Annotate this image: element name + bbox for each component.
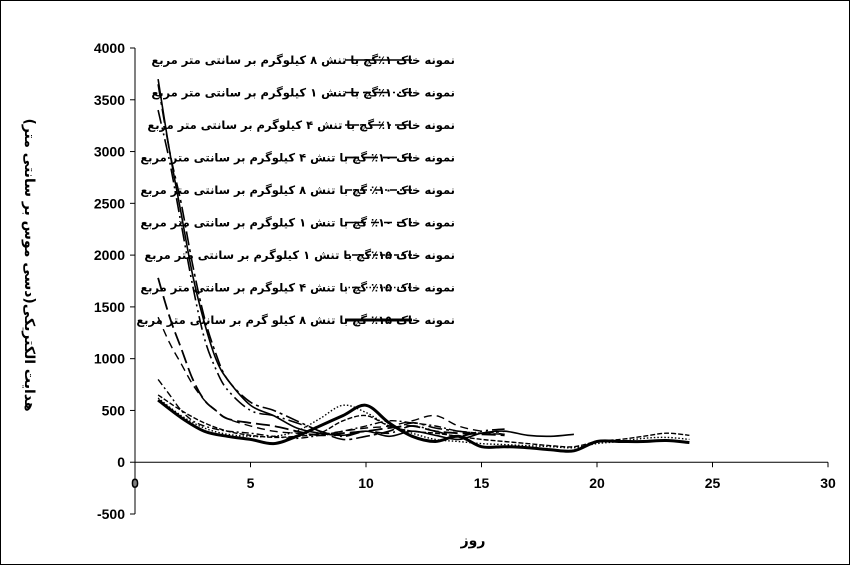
y-axis-title: هدایت الکتریکی(دسی موس بر سانتی متر) xyxy=(21,118,37,411)
series-line-3 xyxy=(157,84,505,441)
axes xyxy=(130,47,829,515)
x-tick-label: 30 xyxy=(820,475,836,491)
y-tick-label: 3000 xyxy=(94,144,125,160)
series-line-9 xyxy=(157,398,690,453)
x-tick-label: 10 xyxy=(358,475,374,491)
y-tick-label: 2000 xyxy=(94,247,125,263)
legend-label-5: نمونه خاک ۱۰٪ گچ با تنش ۸ کیلوگرم بر سان… xyxy=(140,183,455,198)
y-tick-label: 2500 xyxy=(94,195,125,211)
series-line-8 xyxy=(157,397,690,449)
legend-label-4: نمونه خاک ۱۰٪ گچ با تنش ۴ کیلوگرم بر سان… xyxy=(140,151,455,166)
x-tick-label: 25 xyxy=(705,475,721,491)
legend-label-8: نمونه خاک ۱۵٪ گچ با تنش ۴ کیلوگرم بر سان… xyxy=(140,281,455,296)
legend-label-7: نمونه خاک ۱۵٪گچ با تنش ۱ کیلوگرم بر سانت… xyxy=(144,248,455,263)
x-axis-title: روز xyxy=(460,533,486,549)
legend-label-2: نمونه خاک ۱٪گچ با تنش ۱ کیلوگرم بر سانتی… xyxy=(151,86,455,101)
series-line-6 xyxy=(157,316,505,436)
x-tick-labels: 0 5 10 15 20 25 30 xyxy=(131,475,836,491)
y-tick-label: 500 xyxy=(102,402,126,418)
y-tick-label: 4000 xyxy=(94,40,125,56)
legend-label-6: نمونه خاک ۱۰٪ گچ با تنش ۱ کیلوگرم بر سان… xyxy=(140,216,455,231)
legend: نمونه خاک ۱٪گچ با تنش ۸ کیلوگرم بر سانتی… xyxy=(136,53,455,328)
x-tick-label: 15 xyxy=(474,475,490,491)
series-line-5 xyxy=(157,378,505,440)
x-tick-label: 5 xyxy=(247,475,255,491)
x-tick-label: 20 xyxy=(589,475,605,491)
legend-label-3: نمونه خاک ۱٪ گچ با تنش ۴ کیلوگرم بر سانت… xyxy=(147,118,455,133)
legend-label-9: نمونه خاک ۱۵٪ گچ با تنش ۸ کیلو گرم بر سا… xyxy=(136,313,455,328)
series-lines xyxy=(157,78,690,453)
y-tick-label: -500 xyxy=(97,506,125,522)
y-tick-labels: -500 0 500 1000 1500 2000 2500 3000 3500 4000 xyxy=(94,40,125,522)
legend-label-1: نمونه خاک ۱٪گچ با تنش ۸ کیلوگرم بر سانتی… xyxy=(151,53,455,68)
y-tick-label: 0 xyxy=(117,454,125,470)
y-tick-label: 1000 xyxy=(94,351,125,367)
x-tick-label: 0 xyxy=(131,475,139,491)
series-line-4 xyxy=(157,277,505,437)
y-tick-label: 1500 xyxy=(94,299,125,315)
y-tick-label: 3500 xyxy=(94,92,125,108)
